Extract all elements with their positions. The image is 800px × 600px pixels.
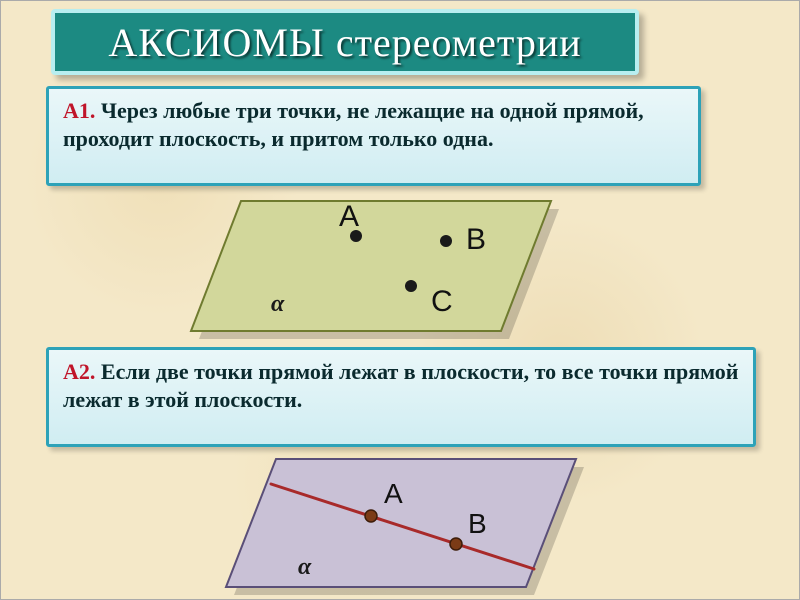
- svg-text:A: A: [339, 200, 359, 233]
- slide-title: АКСИОМЫ стереометрии: [108, 19, 581, 66]
- svg-text:B: B: [466, 223, 486, 256]
- svg-text:α: α: [298, 554, 312, 580]
- svg-text:C: C: [431, 285, 453, 318]
- axiom2-box: А2. Если две точки прямой лежат в плоско…: [46, 347, 756, 447]
- axiom1-box: А1. Через любые три точки, не лежащие на…: [46, 86, 701, 186]
- diagram2-svg: α A B: [216, 449, 586, 599]
- title-box: АКСИОМЫ стереометрии: [51, 9, 639, 75]
- axiom1-text: Через любые три точки, не лежащие на одн…: [63, 98, 644, 151]
- diagram1-svg: α A BC: [181, 191, 561, 341]
- axiom1-label: А1.: [63, 98, 95, 123]
- diagram1: α A BC: [181, 191, 561, 341]
- svg-text:α: α: [271, 291, 285, 317]
- svg-text:B: B: [468, 508, 487, 539]
- slide: АКСИОМЫ стереометрии А1. Через любые три…: [0, 0, 800, 600]
- diagram2: α A B: [216, 449, 586, 599]
- axiom2-label: А2.: [63, 359, 95, 384]
- svg-text:A: A: [384, 478, 403, 509]
- axiom2-text: Если две точки прямой лежат в плоскости,…: [63, 359, 738, 412]
